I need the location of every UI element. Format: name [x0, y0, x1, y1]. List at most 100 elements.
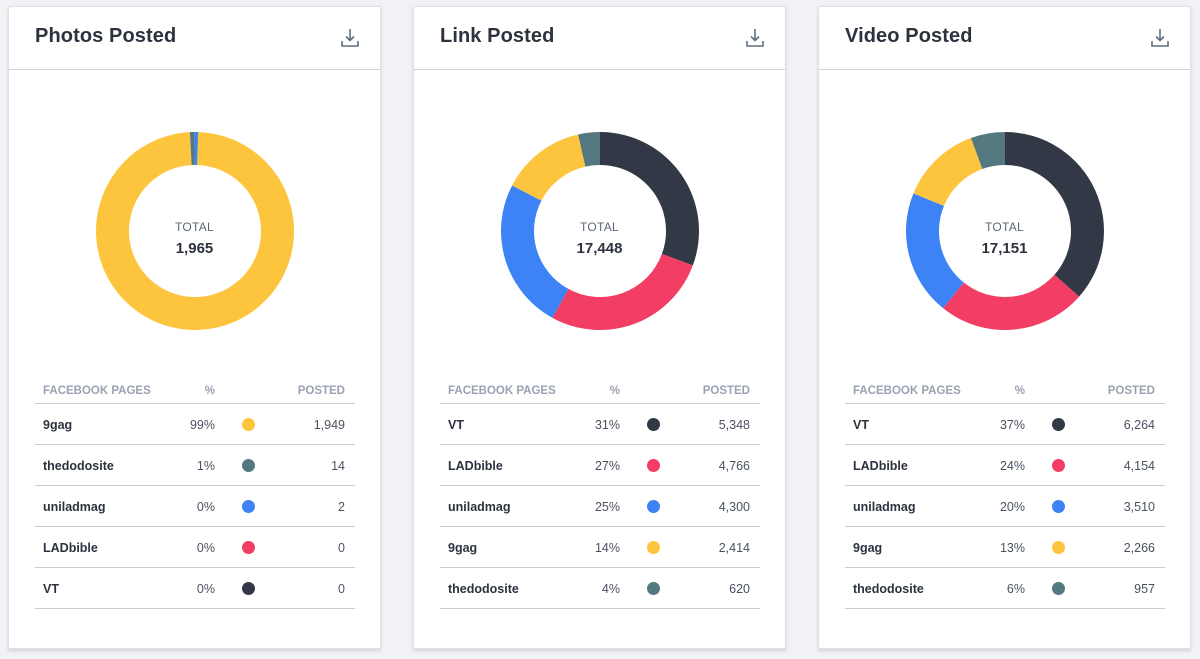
donut-slice — [599, 132, 699, 266]
table-row: LADbible 0% 0 — [35, 527, 355, 568]
color-dot-icon — [1052, 459, 1065, 472]
header-pct: % — [609, 385, 620, 397]
card-title: Photos Posted — [35, 25, 177, 47]
page-pct: 14% — [594, 541, 620, 555]
page-posted: 4,766 — [718, 459, 750, 473]
page-pct: 99% — [189, 418, 215, 432]
page-name: VT — [448, 418, 464, 432]
table-row: VT 31% 5,348 — [440, 404, 760, 445]
page-pct: 4% — [601, 582, 620, 596]
donut-slice — [511, 134, 585, 201]
card-title: Video Posted — [845, 25, 973, 47]
page-pct: 24% — [999, 459, 1025, 473]
page-posted: 6,264 — [1123, 418, 1155, 432]
donut-chart: TOTAL 1,965 — [95, 131, 295, 331]
table-header: FACEBOOK PAGES % POSTED — [845, 383, 1165, 404]
donut-slice — [500, 185, 568, 318]
table-row: 9gag 13% 2,266 — [845, 527, 1165, 568]
page-pct: 0% — [196, 541, 215, 555]
page-pct: 13% — [999, 541, 1025, 555]
page-posted: 0 — [338, 541, 345, 555]
page-posted: 2,414 — [718, 541, 750, 555]
page-name: VT — [43, 582, 59, 596]
table-row: uniladmag 25% 4,300 — [440, 486, 760, 527]
card-video-posted: Video Posted TOTAL 17,151 FACEBOOK PAGES… — [818, 6, 1191, 649]
page-name: 9gag — [448, 541, 478, 555]
page-posted: 5,348 — [718, 418, 750, 432]
card-title: Link Posted — [440, 25, 555, 47]
page-name: 9gag — [43, 418, 73, 432]
page-name: LADbible — [43, 541, 98, 555]
color-dot-icon — [242, 582, 255, 595]
table-row: LADbible 24% 4,154 — [845, 445, 1165, 486]
header-pages: FACEBOOK PAGES — [853, 385, 961, 397]
table-header: FACEBOOK PAGES % POSTED — [35, 383, 355, 404]
total-label: TOTAL — [579, 220, 620, 234]
page-name: LADbible — [448, 459, 503, 473]
page-posted: 3,510 — [1123, 500, 1155, 514]
card-header: Link Posted — [414, 7, 785, 70]
page-name: thedodosite — [43, 459, 114, 473]
card-link-posted: Link Posted TOTAL 17,448 FACEBOOK PAGES … — [413, 6, 786, 649]
donut-slice — [577, 132, 600, 167]
donut-slice — [942, 274, 1079, 330]
table-row: thedodosite 6% 957 — [845, 568, 1165, 609]
page-posted: 957 — [1134, 582, 1155, 596]
page-name: VT — [853, 418, 869, 432]
card-photos-posted: Photos Posted TOTAL 1,965 FACEBOOK PAGES… — [8, 6, 381, 649]
donut-chart: TOTAL 17,448 — [500, 131, 700, 331]
page-pct: 31% — [594, 418, 620, 432]
page-pct: 20% — [999, 500, 1025, 514]
page-name: uniladmag — [853, 500, 916, 514]
page-name: 9gag — [853, 541, 883, 555]
download-icon[interactable] — [1150, 27, 1170, 49]
header-pages: FACEBOOK PAGES — [43, 385, 151, 397]
color-dot-icon — [647, 459, 660, 472]
total-value: 17,448 — [576, 240, 623, 257]
table-row: thedodosite 4% 620 — [440, 568, 760, 609]
table-row: LADbible 27% 4,766 — [440, 445, 760, 486]
download-icon[interactable] — [745, 27, 765, 49]
color-dot-icon — [647, 500, 660, 513]
header-posted: POSTED — [702, 385, 750, 397]
pages-table: FACEBOOK PAGES % POSTED VT 31% 5,348 LADbi… — [440, 383, 760, 609]
page-posted: 620 — [729, 582, 750, 596]
color-dot-icon — [242, 500, 255, 513]
color-dot-icon — [647, 582, 660, 595]
total-value: 1,965 — [175, 240, 214, 257]
table-row: 9gag 99% 1,949 — [35, 404, 355, 445]
table-row: uniladmag 0% 2 — [35, 486, 355, 527]
page-name: uniladmag — [448, 500, 511, 514]
donut-chart: TOTAL 17,151 — [905, 131, 1105, 331]
page-posted: 2,266 — [1123, 541, 1155, 555]
download-icon[interactable] — [340, 27, 360, 49]
color-dot-icon — [1052, 418, 1065, 431]
header-pct: % — [1014, 385, 1025, 397]
page-posted: 14 — [331, 459, 345, 473]
table-row: VT 0% 0 — [35, 568, 355, 609]
total-value: 17,151 — [981, 240, 1028, 257]
donut-slice — [905, 193, 964, 309]
header-pages: FACEBOOK PAGES — [448, 385, 556, 397]
page-name: LADbible — [853, 459, 908, 473]
page-posted: 4,300 — [718, 500, 750, 514]
page-pct: 37% — [999, 418, 1025, 432]
color-dot-icon — [1052, 541, 1065, 554]
header-pct: % — [204, 385, 215, 397]
color-dot-icon — [1052, 500, 1065, 513]
table-row: uniladmag 20% 3,510 — [845, 486, 1165, 527]
page-name: thedodosite — [853, 582, 924, 596]
donut-slice — [1004, 132, 1104, 297]
donut-slice — [912, 138, 982, 206]
page-posted: 4,154 — [1123, 459, 1155, 473]
card-header: Photos Posted — [9, 7, 380, 70]
header-posted: POSTED — [1107, 385, 1155, 397]
donut-slice — [193, 132, 198, 166]
total-label: TOTAL — [174, 220, 215, 234]
page-name: thedodosite — [448, 582, 519, 596]
color-dot-icon — [242, 418, 255, 431]
color-dot-icon — [242, 459, 255, 472]
page-pct: 1% — [196, 459, 215, 473]
pages-table: FACEBOOK PAGES % POSTED VT 37% 6,264 LADbi… — [845, 383, 1165, 609]
page-posted: 0 — [338, 582, 345, 596]
